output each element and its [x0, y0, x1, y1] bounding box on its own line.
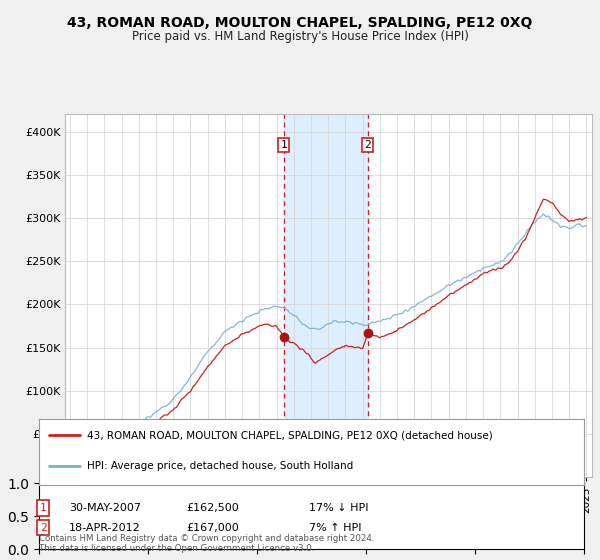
- Text: HPI: Average price, detached house, South Holland: HPI: Average price, detached house, Sout…: [87, 461, 353, 472]
- Text: Price paid vs. HM Land Registry's House Price Index (HPI): Price paid vs. HM Land Registry's House …: [131, 30, 469, 43]
- Text: 2: 2: [364, 140, 371, 150]
- Text: 1: 1: [280, 140, 287, 150]
- Text: 17% ↓ HPI: 17% ↓ HPI: [309, 503, 368, 513]
- Text: 43, ROMAN ROAD, MOULTON CHAPEL, SPALDING, PE12 0XQ (detached house): 43, ROMAN ROAD, MOULTON CHAPEL, SPALDING…: [87, 431, 493, 440]
- Text: 7% ↑ HPI: 7% ↑ HPI: [309, 522, 361, 533]
- Text: Contains HM Land Registry data © Crown copyright and database right 2024.
This d: Contains HM Land Registry data © Crown c…: [39, 534, 374, 553]
- Bar: [284, 114, 368, 477]
- Text: 18-APR-2012: 18-APR-2012: [69, 522, 141, 533]
- Text: 30-MAY-2007: 30-MAY-2007: [69, 503, 141, 513]
- Text: 1: 1: [40, 503, 47, 513]
- Text: 43, ROMAN ROAD, MOULTON CHAPEL, SPALDING, PE12 0XQ: 43, ROMAN ROAD, MOULTON CHAPEL, SPALDING…: [67, 16, 533, 30]
- Text: £162,500: £162,500: [186, 503, 239, 513]
- Text: 2: 2: [40, 522, 47, 533]
- Text: £167,000: £167,000: [186, 522, 239, 533]
